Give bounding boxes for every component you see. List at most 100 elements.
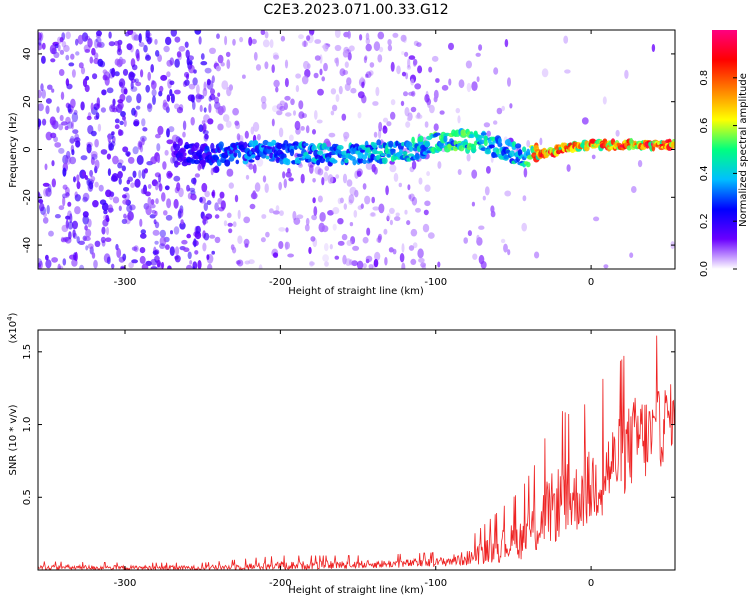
heatmap-cell (629, 252, 634, 258)
heatmap-cell (377, 54, 383, 63)
heatmap-cell (90, 151, 98, 158)
heatmap-cell (118, 78, 126, 88)
heatmap-cell (390, 111, 396, 120)
heatmap-cell (155, 198, 159, 205)
heatmap-cell (312, 178, 316, 183)
heatmap-ridge-cell (483, 139, 488, 147)
heatmap-cell (314, 39, 322, 44)
heatmap-cell (199, 104, 203, 113)
heatmap-ridge-cell (215, 156, 220, 161)
heatmap-cell (123, 187, 130, 192)
heatmap-cell (271, 64, 275, 73)
heatmap-cell (476, 76, 480, 83)
heatmap-ridge-cell (267, 146, 273, 150)
heatmap-cell (342, 173, 348, 184)
heatmap-ridge-cell (522, 146, 527, 153)
heatmap-cell (211, 75, 215, 84)
heatmap-cell (339, 197, 344, 204)
heatmap-cell (493, 120, 498, 125)
heatmap-cell (123, 119, 127, 128)
heatmap-cell (365, 43, 372, 52)
heatmap-cell (60, 237, 67, 243)
heatmap-cell (250, 126, 255, 135)
heatmap-cell (159, 85, 164, 93)
heatmap-cell (603, 264, 609, 269)
heatmap-cell (45, 105, 50, 115)
heatmap-cell (305, 125, 310, 134)
heatmap-cell (466, 82, 472, 93)
heatmap-cell (150, 80, 157, 90)
heatmap-cell (96, 97, 101, 107)
heatmap-cell (411, 160, 417, 170)
heatmap-cell (214, 214, 220, 219)
heatmap-cell (269, 208, 274, 214)
heatmap-cell (354, 189, 359, 198)
heatmap-cell (58, 69, 65, 76)
heatmap-cell (215, 65, 221, 72)
heatmap-cell (389, 219, 393, 226)
heatmap-ridge-cell (183, 152, 187, 156)
heatmap-cell (169, 89, 173, 97)
heatmap-cell (426, 171, 430, 177)
heatmap-cell (112, 108, 118, 113)
snr-y-axis-label: SNR (10 * v/v) (8, 404, 19, 475)
heatmap-cell (66, 150, 71, 159)
heatmap-cell (126, 43, 133, 51)
heatmap-cell (300, 173, 305, 184)
heatmap-cell (276, 103, 283, 110)
heatmap-cell (120, 86, 128, 95)
heatmap-cell (65, 54, 70, 61)
heatmap-cell (217, 92, 221, 97)
heatmap-cell (501, 105, 506, 112)
heatmap-cell (91, 153, 98, 160)
heatmap-cell (121, 165, 127, 172)
heatmap-ridge-cell (443, 135, 448, 143)
heatmap-cell (61, 41, 67, 48)
heatmap-cell (141, 118, 146, 127)
heatmap-cell (45, 187, 52, 197)
heatmap-cell (131, 107, 136, 116)
heatmap-cell (244, 260, 251, 265)
heatmap-cell (100, 149, 108, 155)
heatmap-cell (39, 32, 44, 41)
heatmap-cell (147, 71, 151, 81)
heatmap-cell (166, 139, 174, 145)
heatmap-cell (96, 30, 102, 37)
heatmap-cell (278, 127, 284, 138)
heatmap-cell (237, 209, 241, 220)
heatmap-ridge-cell (498, 137, 502, 144)
heatmap-cell (399, 253, 405, 263)
heatmap-cell (317, 168, 324, 176)
heatmap-cell (38, 103, 44, 112)
heatmap-cell (455, 107, 461, 114)
heatmap-cell (45, 254, 49, 261)
heatmap-cell (204, 67, 212, 74)
heatmap-cell (390, 99, 396, 106)
heatmap-cell (275, 205, 280, 212)
heatmap-cell (352, 245, 360, 251)
heatmap-cell (74, 194, 81, 202)
heatmap-cell (252, 121, 260, 132)
heatmap-cell (131, 246, 138, 251)
heatmap-cell (313, 206, 318, 217)
heatmap-cell (87, 243, 94, 249)
heatmap-cell (75, 38, 79, 46)
heatmap-ridge-cell (484, 135, 488, 141)
heatmap-cell (79, 264, 85, 269)
heatmap-cell (64, 155, 72, 165)
heatmap-cell (73, 137, 81, 143)
heatmap-cell (145, 32, 152, 38)
heatmap-cell (203, 107, 207, 113)
heatmap-cell (169, 246, 175, 256)
heatmap-cell (126, 204, 133, 213)
heatmap-cell (285, 171, 292, 178)
heatmap-cell (359, 34, 363, 41)
heatmap-ridge-cell (243, 141, 248, 149)
heatmap-ridge-cell (237, 151, 242, 159)
heatmap-cell (138, 42, 145, 47)
heatmap-cell (111, 263, 115, 269)
heatmap-cell (602, 96, 607, 105)
heatmap-cell (365, 71, 372, 78)
heatmap-cell (420, 262, 426, 268)
heatmap-cell (108, 141, 113, 151)
